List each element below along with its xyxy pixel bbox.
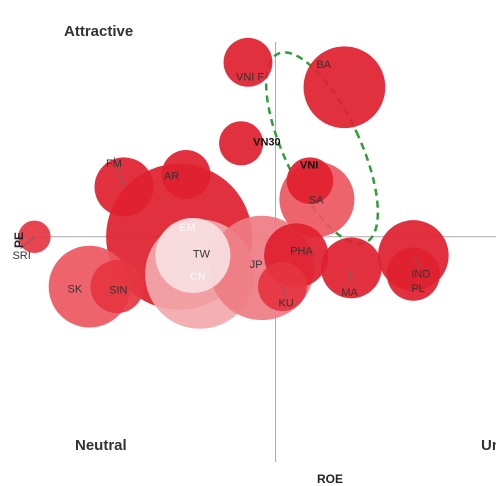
bubble-label-pha: PHA	[290, 245, 313, 257]
bubble-label-pl: PL	[411, 283, 424, 295]
bubble-label-fm: FM	[106, 158, 122, 170]
bubble-label-sk: SK	[68, 284, 83, 296]
bubble-vn30	[219, 121, 264, 166]
leader-line-ma	[348, 267, 352, 286]
bubble-label-em: EM	[179, 222, 196, 234]
bubble-label-cn: CN	[190, 271, 206, 283]
leader-line-ku	[282, 286, 287, 297]
leader-line-sri	[20, 236, 35, 250]
y-axis-label: PE	[12, 232, 26, 248]
bubble-label-jp: JP	[250, 259, 263, 271]
leader-line-ind	[412, 255, 420, 268]
highlight-ellipse	[264, 51, 380, 245]
bubble-label-ma: MA	[341, 287, 358, 299]
bubble-tw	[155, 217, 231, 293]
bubble-label-ku: KU	[278, 298, 293, 310]
leader-lines	[20, 156, 420, 297]
leader-line-fm	[113, 156, 125, 188]
bubble-label-tw: TW	[193, 248, 211, 260]
bubble-label-sri: SRI	[12, 250, 30, 262]
bubble-label-sin: SIN	[109, 285, 127, 297]
quadrant-label-bottom-right: Un	[481, 437, 496, 454]
bubble-label-ba: BA	[316, 59, 331, 71]
quadrant-label-top-left: Attractive	[64, 23, 133, 40]
bubble-ba	[303, 46, 386, 129]
bubble-ar	[161, 150, 211, 199]
bubble-vni-f	[223, 37, 273, 87]
bubble-vni	[286, 157, 334, 204]
quadrant-label-bottom-left: Neutral	[75, 437, 127, 454]
bubble-pl	[386, 247, 440, 301]
bubble-label-vni: VNI	[300, 160, 318, 172]
bubble-labels: EM CN TW JP KU SK SIN SRI FM AR PHA SA VNI VN30 VNI F B…	[12, 59, 430, 309]
bubble-label-vn30: VN30	[253, 136, 281, 148]
bubbles	[18, 37, 449, 329]
bubble-label-vni-f: VNI F	[236, 71, 264, 83]
bubble-label-ind: IND	[411, 268, 430, 280]
bubble-sin	[90, 260, 144, 314]
x-axis-label: ROE	[317, 472, 343, 486]
bubble-label-ar: AR	[164, 170, 179, 182]
bubble-label-sa: SA	[309, 194, 324, 206]
